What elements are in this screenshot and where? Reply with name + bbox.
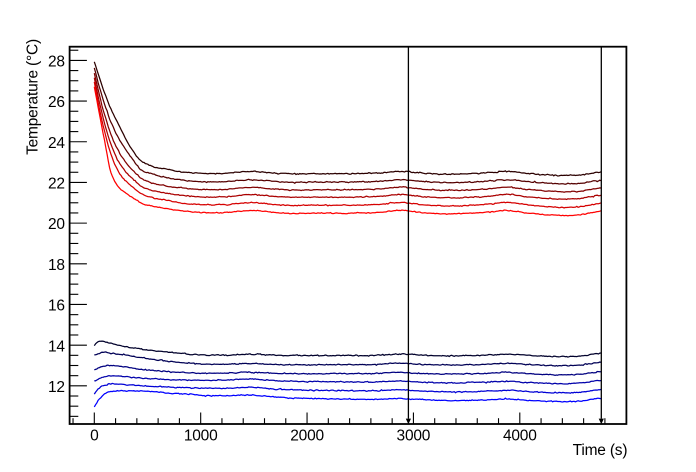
svg-text:1000: 1000 xyxy=(184,428,218,445)
svg-text:18: 18 xyxy=(48,257,65,274)
svg-text:24: 24 xyxy=(48,135,65,152)
svg-text:26: 26 xyxy=(48,94,65,111)
svg-text:16: 16 xyxy=(48,298,65,315)
svg-text:0: 0 xyxy=(90,428,99,445)
svg-text:14: 14 xyxy=(48,338,65,355)
svg-text:4000: 4000 xyxy=(503,428,537,445)
svg-text:28: 28 xyxy=(48,54,65,71)
svg-text:12: 12 xyxy=(48,379,65,396)
svg-text:20: 20 xyxy=(48,216,65,233)
svg-text:22: 22 xyxy=(48,176,65,193)
svg-text:Temperature (°C): Temperature (°C) xyxy=(25,39,42,155)
svg-text:Time (s): Time (s) xyxy=(573,442,628,459)
svg-text:2000: 2000 xyxy=(290,428,324,445)
svg-text:3000: 3000 xyxy=(397,428,431,445)
